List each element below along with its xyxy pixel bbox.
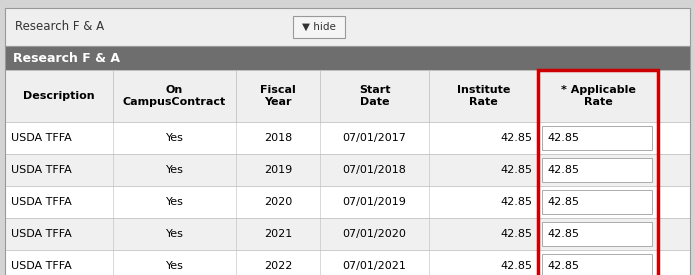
Bar — [542, 126, 652, 150]
Bar — [5, 70, 690, 122]
Bar — [538, 70, 658, 275]
Text: USDA TFFA: USDA TFFA — [11, 197, 72, 207]
Bar — [293, 16, 345, 38]
Text: * Applicable
Rate: * Applicable Rate — [561, 85, 635, 107]
Text: 07/01/2019: 07/01/2019 — [343, 197, 407, 207]
Text: Fiscal
Year: Fiscal Year — [260, 85, 296, 107]
Bar — [542, 158, 652, 182]
Bar — [5, 154, 690, 186]
Text: 2018: 2018 — [264, 133, 292, 143]
Text: 42.85: 42.85 — [500, 229, 532, 239]
Text: USDA TFFA: USDA TFFA — [11, 165, 72, 175]
Text: Description: Description — [23, 91, 95, 101]
FancyBboxPatch shape — [347, 13, 406, 48]
Text: USDA TFFA: USDA TFFA — [11, 229, 72, 239]
Text: 2019: 2019 — [264, 165, 292, 175]
Text: 2022: 2022 — [264, 261, 292, 271]
Text: Yes: Yes — [165, 165, 183, 175]
Text: Yes: Yes — [165, 229, 183, 239]
Text: Start
Date: Start Date — [359, 85, 391, 107]
Text: Research F & A: Research F & A — [13, 51, 120, 65]
Bar — [5, 46, 690, 275]
Text: 2020: 2020 — [264, 197, 292, 207]
Text: 42.85: 42.85 — [547, 165, 579, 175]
Text: Research F & A: Research F & A — [15, 21, 104, 34]
Text: ▼ hide: ▼ hide — [302, 22, 336, 32]
Text: 42.85: 42.85 — [500, 261, 532, 271]
Bar — [5, 8, 690, 46]
Text: 42.85: 42.85 — [547, 133, 579, 143]
Text: Yes: Yes — [165, 133, 183, 143]
Bar — [542, 254, 652, 275]
Bar — [5, 218, 690, 250]
Text: 07/01/2021: 07/01/2021 — [343, 261, 407, 271]
Text: Yes: Yes — [165, 261, 183, 271]
Bar — [5, 250, 690, 275]
Bar — [542, 190, 652, 214]
Bar — [5, 122, 690, 154]
Text: 07/01/2020: 07/01/2020 — [343, 229, 407, 239]
Text: 07/01/2017: 07/01/2017 — [343, 133, 407, 143]
Text: Yes: Yes — [165, 197, 183, 207]
Text: Institute
Rate: Institute Rate — [457, 85, 510, 107]
Text: USDA TFFA: USDA TFFA — [11, 133, 72, 143]
Text: 42.85: 42.85 — [547, 197, 579, 207]
Text: 2021: 2021 — [264, 229, 292, 239]
Text: 42.85: 42.85 — [500, 197, 532, 207]
Text: 42.85: 42.85 — [500, 133, 532, 143]
Text: 42.85: 42.85 — [500, 165, 532, 175]
Text: On
CampusContract: On CampusContract — [123, 85, 226, 107]
Text: 07/01/2018: 07/01/2018 — [343, 165, 407, 175]
Bar — [5, 186, 690, 218]
Bar — [5, 46, 690, 70]
Text: 42.85: 42.85 — [547, 229, 579, 239]
Bar — [542, 222, 652, 246]
Text: USDA TFFA: USDA TFFA — [11, 261, 72, 271]
Text: 42.85: 42.85 — [547, 261, 579, 271]
